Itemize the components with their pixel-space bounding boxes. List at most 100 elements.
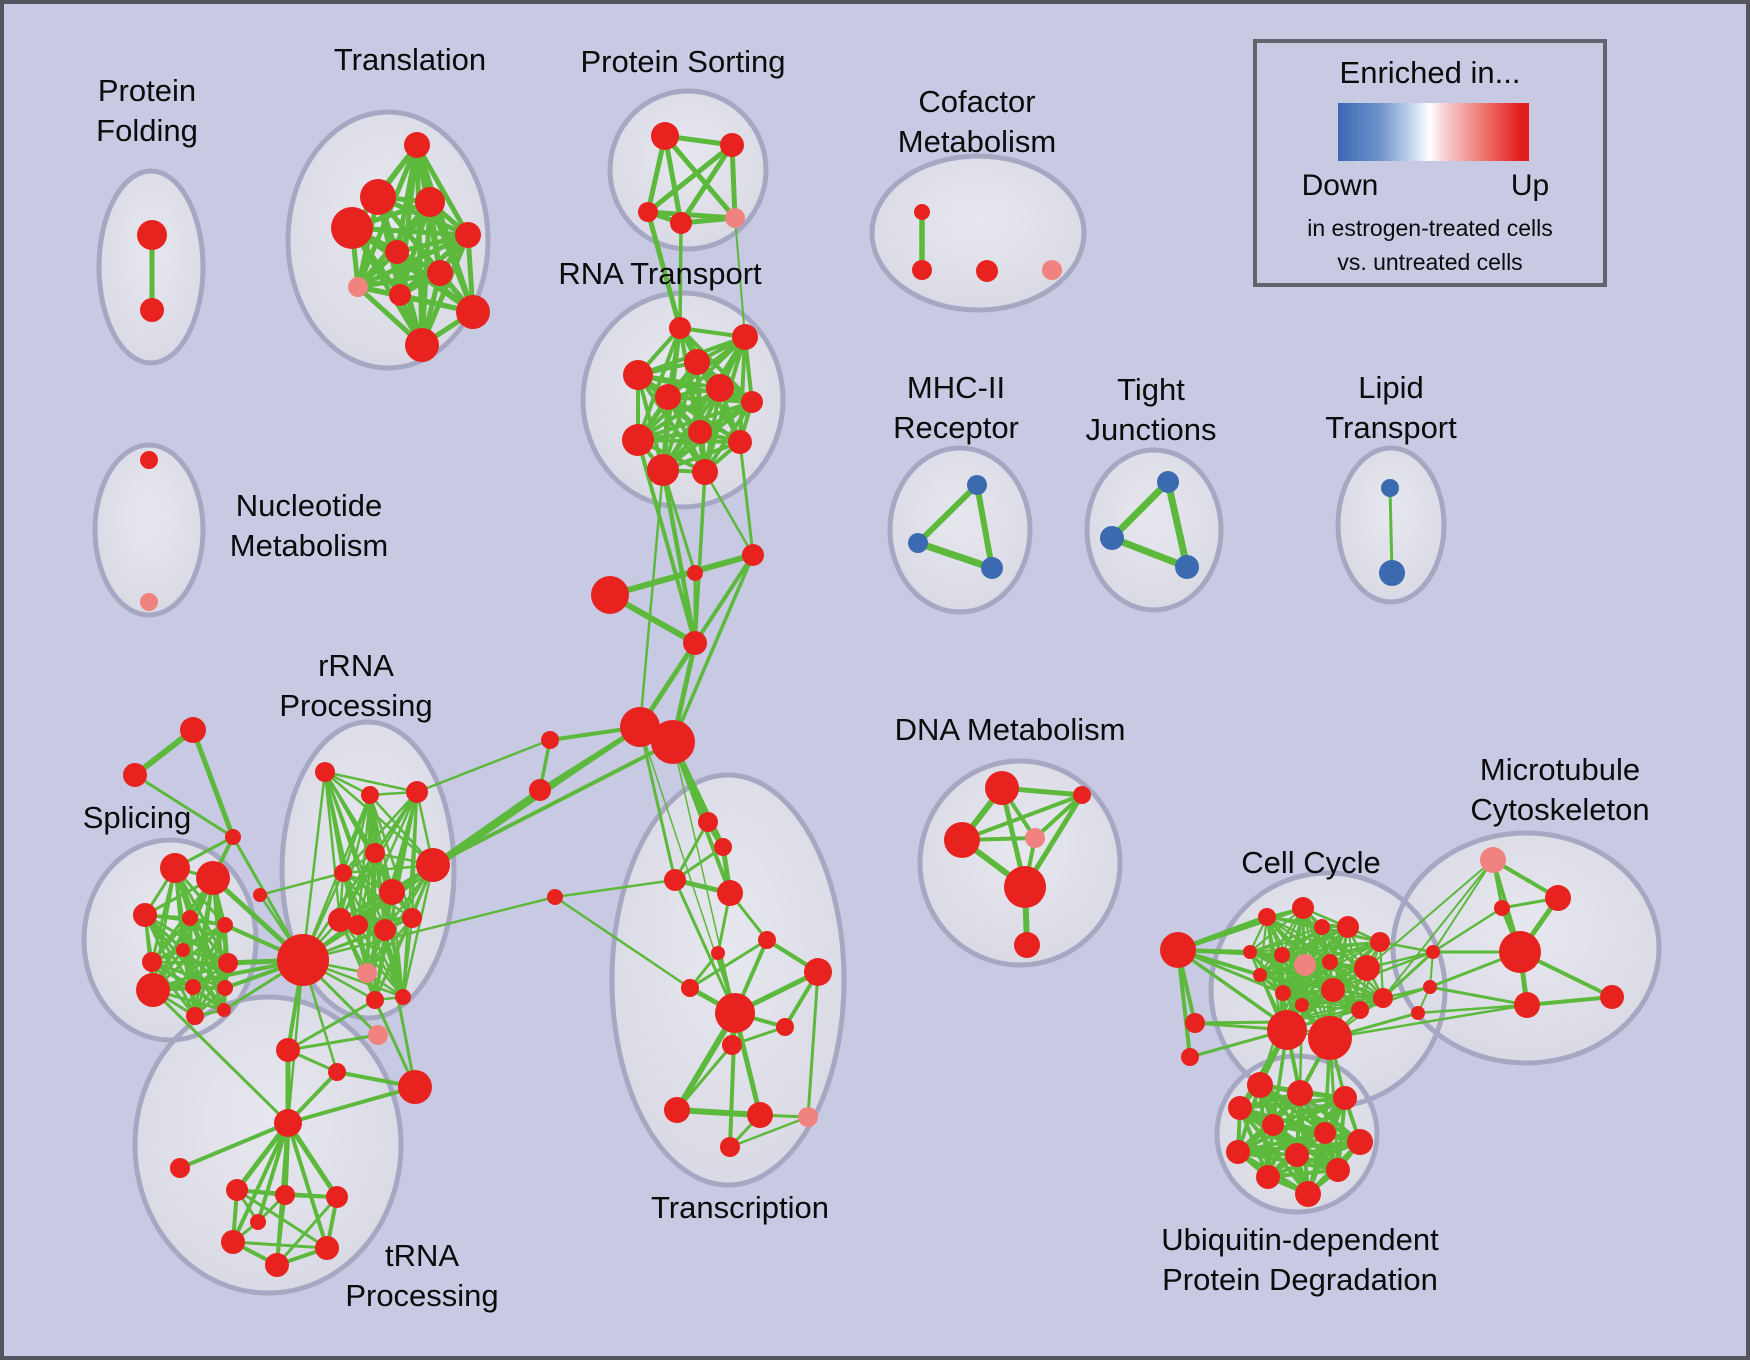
- cluster-nucleotide-metabolism-area: [95, 445, 203, 615]
- gene-set-node: [1337, 916, 1359, 938]
- enrichment-edge: [636, 386, 722, 442]
- cluster-nucleotide-metabolism-outline: [92, 442, 206, 618]
- cluster-label-rrna-processing: Processing: [279, 688, 432, 723]
- gene-set-node: [1600, 985, 1624, 1009]
- gene-set-node: [1228, 1096, 1252, 1120]
- enrichment-edge: [645, 209, 683, 331]
- gene-set-node: [1373, 988, 1393, 1008]
- enrichment-edge: [806, 970, 820, 1119]
- enrichment-edge: [734, 217, 746, 338]
- gene-set-node: [1381, 479, 1399, 497]
- cluster-label-lipid-transport: Transport: [1325, 410, 1457, 445]
- gene-set-node: [698, 812, 718, 832]
- gene-set-node: [1308, 1016, 1352, 1060]
- legend-caption-line1: in estrogen-treated cells: [1307, 215, 1553, 241]
- gene-set-node: [683, 631, 707, 655]
- gene-set-node: [758, 931, 776, 949]
- gene-set-node: [1243, 945, 1257, 959]
- legend-down-label: Down: [1301, 169, 1379, 202]
- gene-set-node: [402, 908, 422, 928]
- gene-set-node: [622, 424, 654, 456]
- enrichment-edge: [1432, 859, 1494, 953]
- cluster-label-microtubule-cytoskeleton: Microtubule: [1480, 752, 1640, 787]
- cluster-lipid-transport-outline: [1335, 445, 1447, 605]
- gene-set-node: [1326, 1158, 1350, 1182]
- enrichment-edge: [355, 270, 443, 290]
- enrichment-edge: [1301, 906, 1335, 992]
- gene-set-node: [692, 459, 718, 485]
- gene-set-node: [717, 880, 743, 906]
- gene-set-node: [1185, 1013, 1205, 1033]
- gene-set-node: [366, 991, 384, 1009]
- gene-set-node: [985, 771, 1019, 805]
- enrichment-edge: [286, 998, 377, 1052]
- enrichment-edge: [323, 770, 342, 922]
- gene-set-node: [348, 915, 368, 935]
- cluster-trna-processing-outline: [132, 994, 404, 1296]
- gene-set-node: [1411, 1006, 1425, 1020]
- gene-set-node: [331, 207, 373, 249]
- gene-set-node: [1333, 1086, 1357, 1110]
- gene-set-node: [389, 284, 411, 306]
- enrichment-edge: [728, 1115, 810, 1149]
- enrichment-edge: [1176, 948, 1285, 995]
- gene-set-node: [182, 910, 198, 926]
- gene-set-node: [406, 781, 428, 803]
- gene-set-node: [669, 317, 691, 339]
- cluster-label-mhc-ii-receptor: MHC-II: [907, 370, 1005, 405]
- gene-set-node: [404, 132, 430, 158]
- enrichment-edge: [688, 938, 769, 990]
- gene-set-node: [742, 544, 764, 566]
- gene-set-node: [725, 208, 745, 228]
- gene-set-node: [1314, 919, 1330, 935]
- enrichment-edge: [151, 988, 290, 1125]
- gene-set-node: [1274, 947, 1290, 963]
- enrichment-edge: [738, 440, 755, 557]
- enrichment-edge: [1258, 973, 1362, 1012]
- gene-set-node: [741, 391, 763, 413]
- gene-set-node: [1285, 1143, 1309, 1167]
- gene-set-node: [1379, 560, 1405, 586]
- gene-set-node: [908, 533, 928, 553]
- enrichment-edge: [1248, 950, 1362, 1012]
- gene-set-node: [225, 829, 241, 845]
- enrichment-edge: [1382, 859, 1494, 999]
- gene-set-node: [711, 946, 725, 960]
- cluster-translation-outline: [285, 109, 491, 371]
- gene-set-node: [348, 277, 368, 297]
- gene-set-node: [944, 822, 980, 858]
- enrichment-edge: [1428, 985, 1529, 1007]
- enrichment-edge: [301, 895, 557, 962]
- gene-set-node: [176, 943, 190, 957]
- gene-set-node: [275, 1185, 295, 1205]
- enrichment-edge: [660, 467, 698, 646]
- gene-set-node: [623, 360, 653, 390]
- gene-set-node: [732, 324, 758, 350]
- gene-set-node: [804, 958, 832, 986]
- enrichment-edge: [1366, 859, 1494, 969]
- gene-set-node: [250, 1214, 266, 1230]
- gene-set-node: [274, 1109, 302, 1137]
- cluster-label-protein-folding: Protein: [98, 73, 196, 108]
- enrichment-edge: [1300, 1003, 1362, 1012]
- enrichment-edge: [190, 727, 236, 840]
- enrichment-edge: [636, 373, 707, 474]
- cluster-label-microtubule-cytoskeleton: Cytoskeleton: [1470, 792, 1649, 827]
- cluster-label-nucleotide-metabolism: Nucleotide: [236, 488, 382, 523]
- enrichment-edge: [673, 820, 710, 882]
- enrichment-edge: [285, 1120, 340, 1200]
- gene-set-node: [1100, 526, 1124, 550]
- enrichment-edge: [341, 790, 419, 875]
- gene-set-node: [217, 1003, 231, 1017]
- gene-set-node: [1042, 260, 1062, 280]
- cluster-label-nucleotide-metabolism: Metabolism: [230, 528, 389, 563]
- gene-set-node: [357, 963, 377, 983]
- gene-set-node: [687, 565, 703, 581]
- enrichment-edge: [674, 1107, 763, 1118]
- enrichment-edge: [1381, 950, 1435, 1000]
- gene-set-node: [456, 295, 490, 329]
- enrichment-edge: [636, 326, 682, 442]
- enrichment-edge: [414, 142, 471, 238]
- gene-set-node: [1426, 945, 1440, 959]
- enrichment-edge: [1033, 793, 1084, 840]
